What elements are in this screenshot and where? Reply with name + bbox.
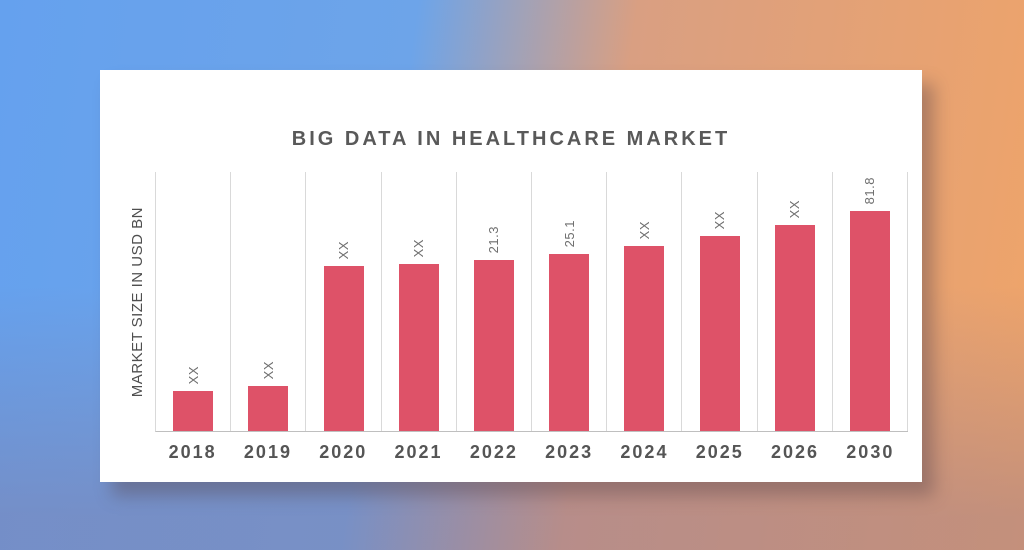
bar-value-label: XX (411, 238, 427, 257)
chart-column: XX (382, 172, 457, 431)
bar-value-label: XX (787, 199, 803, 218)
x-axis-label: 2019 (243, 442, 292, 462)
bar-value-label: XX (636, 220, 652, 239)
bar-value-label: 25.1 (561, 219, 577, 247)
bar (549, 254, 590, 431)
bar-value-label: 81.8 (862, 176, 878, 204)
bar (473, 260, 514, 431)
chart-card: BIG DATA IN HEALTHCARE MARKET MARKET SIZ… (100, 70, 922, 482)
bar (173, 391, 214, 431)
chart-column: XX (306, 172, 382, 431)
chart-column: XX (231, 172, 307, 431)
x-axis-label: 2021 (394, 442, 443, 462)
bar-value-label: XX (185, 365, 201, 384)
y-axis-label: MARKET SIZE IN USD BN (128, 206, 146, 398)
x-axis-label: 2022 (469, 442, 518, 462)
x-axis-label: 2018 (168, 442, 217, 462)
bar (774, 225, 815, 431)
x-axis-label: 2024 (620, 442, 669, 462)
plot-area: XX XX XX XX 21.3 25.1 XX XX XX 81.8 (155, 172, 909, 432)
x-axis-label: 2026 (771, 442, 820, 462)
x-axis: 2018 2019 2020 2021 2022 2023 2024 2025 2026 2030 (155, 442, 908, 463)
bar (624, 246, 665, 431)
bar-value-label: XX (260, 360, 276, 379)
chart-column: XX (682, 172, 758, 431)
y-axis-label-container: MARKET SIZE IN USD BN (126, 172, 148, 432)
chart-column: 21.3 (457, 172, 533, 431)
x-axis-label: 2025 (695, 442, 744, 462)
chart-column: 25.1 (532, 172, 608, 431)
bar (849, 211, 890, 431)
chart-column: 81.8 (833, 172, 909, 431)
x-axis-label: 2030 (846, 442, 895, 462)
bar (323, 266, 364, 431)
x-axis-label: 2023 (545, 442, 594, 462)
bar (699, 236, 740, 431)
chart-title: BIG DATA IN HEALTHCARE MARKET (291, 128, 731, 150)
bar-value-label: 21.3 (486, 225, 502, 253)
chart-column: XX (758, 172, 833, 431)
bar (248, 386, 289, 431)
bar-value-label: XX (336, 240, 351, 259)
chart-column: XX (607, 172, 683, 431)
chart-column: XX (156, 172, 232, 431)
bar-value-label: XX (712, 210, 728, 229)
bar (398, 264, 439, 431)
x-axis-label: 2020 (319, 442, 368, 462)
